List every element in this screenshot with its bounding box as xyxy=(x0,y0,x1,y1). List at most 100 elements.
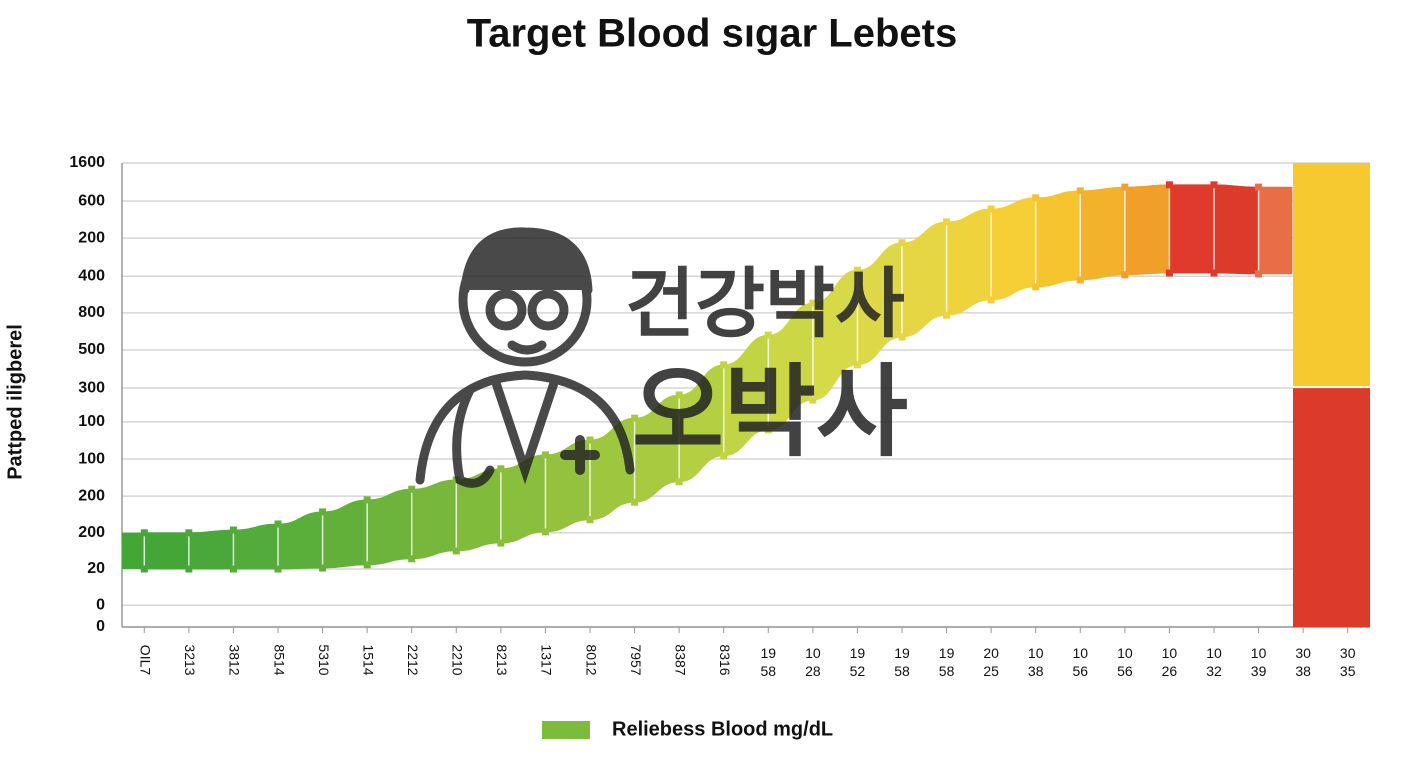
lower-marker xyxy=(675,478,683,486)
x-tick-label: 10 56 xyxy=(1117,645,1133,679)
y-tick-label: 1600 xyxy=(69,154,105,171)
lower-marker xyxy=(853,361,861,369)
x-tick-label: 3213 xyxy=(182,644,198,675)
band-segment xyxy=(122,532,145,569)
x-tick-line: 30 xyxy=(1340,645,1356,661)
x-tick-line: 10 xyxy=(1072,645,1088,661)
band-segment xyxy=(233,523,279,570)
x-tick-label: 19 58 xyxy=(760,645,776,679)
lower-marker xyxy=(1210,269,1218,277)
upper-marker xyxy=(764,331,772,339)
x-tick-line: 56 xyxy=(1117,663,1133,679)
band-segment xyxy=(901,221,947,338)
upper-marker xyxy=(1032,194,1040,202)
lower-marker xyxy=(452,547,460,555)
lower-marker xyxy=(586,516,594,524)
upper-marker xyxy=(229,526,237,534)
y-tick-label: 100 xyxy=(78,413,105,430)
x-tick-line: 32 xyxy=(1206,663,1222,679)
lower-marker xyxy=(408,555,416,563)
y-tick-label: 200 xyxy=(78,229,105,246)
x-tick-line: 58 xyxy=(760,663,776,679)
x-tick-line: 19 xyxy=(939,645,955,661)
column-segment xyxy=(1293,163,1370,388)
lower-marker xyxy=(943,311,951,319)
x-tick-line: 52 xyxy=(850,663,866,679)
band-segment xyxy=(322,499,368,569)
x-tick-line: 28 xyxy=(805,663,821,679)
y-tick-label: 500 xyxy=(78,341,105,358)
x-tick-line: 19 xyxy=(850,645,866,661)
x-tick-label: 1514 xyxy=(360,644,376,675)
watermark-text: 오박사 xyxy=(632,356,908,468)
y-tick-label: 0 xyxy=(96,596,105,613)
y-tick-label: 0 xyxy=(96,618,105,635)
x-tick-label: 10 38 xyxy=(1028,645,1044,679)
x-tick-label: 10 39 xyxy=(1251,645,1267,679)
watermark-hair xyxy=(460,227,593,295)
y-tick-label: 200 xyxy=(78,487,105,504)
upper-marker xyxy=(319,508,327,516)
upper-marker xyxy=(720,361,728,369)
x-tick-label: 8316 xyxy=(717,644,733,675)
x-tick-label: 8012 xyxy=(583,644,599,675)
column-segment xyxy=(1293,387,1370,627)
x-tick-label: 30 35 xyxy=(1340,645,1356,679)
upper-marker xyxy=(497,465,505,473)
lower-marker xyxy=(140,565,148,573)
lower-marker xyxy=(898,333,906,341)
x-tick-line: 35 xyxy=(1340,663,1356,679)
x-tick-line: 25 xyxy=(983,663,999,679)
x-tick-label: 20 25 xyxy=(983,645,999,679)
upper-marker xyxy=(363,496,371,504)
band-segment xyxy=(411,479,457,560)
x-tick-line: 26 xyxy=(1162,663,1178,679)
legend-label: Reliebess Blood mg/dL xyxy=(612,718,833,740)
upper-marker xyxy=(185,529,193,537)
x-tick-label: 10 26 xyxy=(1162,645,1178,679)
lower-marker xyxy=(274,565,282,573)
lower-marker xyxy=(363,561,371,569)
watermark-glass xyxy=(485,289,527,331)
lower-marker xyxy=(185,565,193,573)
x-tick-line: 30 xyxy=(1295,645,1311,661)
x-tick-label: 8213 xyxy=(494,644,510,675)
lower-marker xyxy=(1165,269,1173,277)
lower-marker xyxy=(809,396,817,404)
band-segment xyxy=(1169,184,1215,274)
watermark-stethoscope xyxy=(452,385,495,488)
watermark-body xyxy=(415,370,635,485)
watermark xyxy=(415,227,635,488)
y-tick-label: 100 xyxy=(78,450,105,467)
upper-marker xyxy=(943,218,951,226)
x-tick-line: 10 xyxy=(1117,645,1133,661)
upper-marker xyxy=(898,239,906,247)
upper-marker xyxy=(274,520,282,528)
lower-marker xyxy=(541,528,549,536)
upper-marker xyxy=(586,436,594,444)
x-tick-line: 38 xyxy=(1295,663,1311,679)
upper-marker xyxy=(140,529,148,537)
band-segment xyxy=(277,511,323,570)
y-tick-label: 20 xyxy=(87,560,105,577)
band-segment xyxy=(1035,190,1081,288)
y-tick-label: 800 xyxy=(78,304,105,321)
upper-marker xyxy=(1165,181,1173,189)
x-tick-line: 19 xyxy=(894,645,910,661)
upper-marker xyxy=(809,299,817,307)
lower-marker xyxy=(987,296,995,304)
x-tick-label: 19 58 xyxy=(939,645,955,679)
x-tick-line: 39 xyxy=(1251,663,1267,679)
plot-area: 16006002004008005003001001002002002000OI… xyxy=(69,154,1370,679)
x-tick-label: 7957 xyxy=(628,644,644,675)
band-segment xyxy=(1258,186,1293,275)
x-tick-label: 19 52 xyxy=(850,645,866,679)
x-tick-line: 10 xyxy=(805,645,821,661)
x-tick-label: 2210 xyxy=(450,644,466,675)
lower-marker xyxy=(764,426,772,434)
x-tick-line: 38 xyxy=(1028,663,1044,679)
legend-swatch xyxy=(542,721,590,739)
watermark-text: 건강박사 xyxy=(625,262,905,347)
x-tick-label: 3812 xyxy=(227,644,243,675)
